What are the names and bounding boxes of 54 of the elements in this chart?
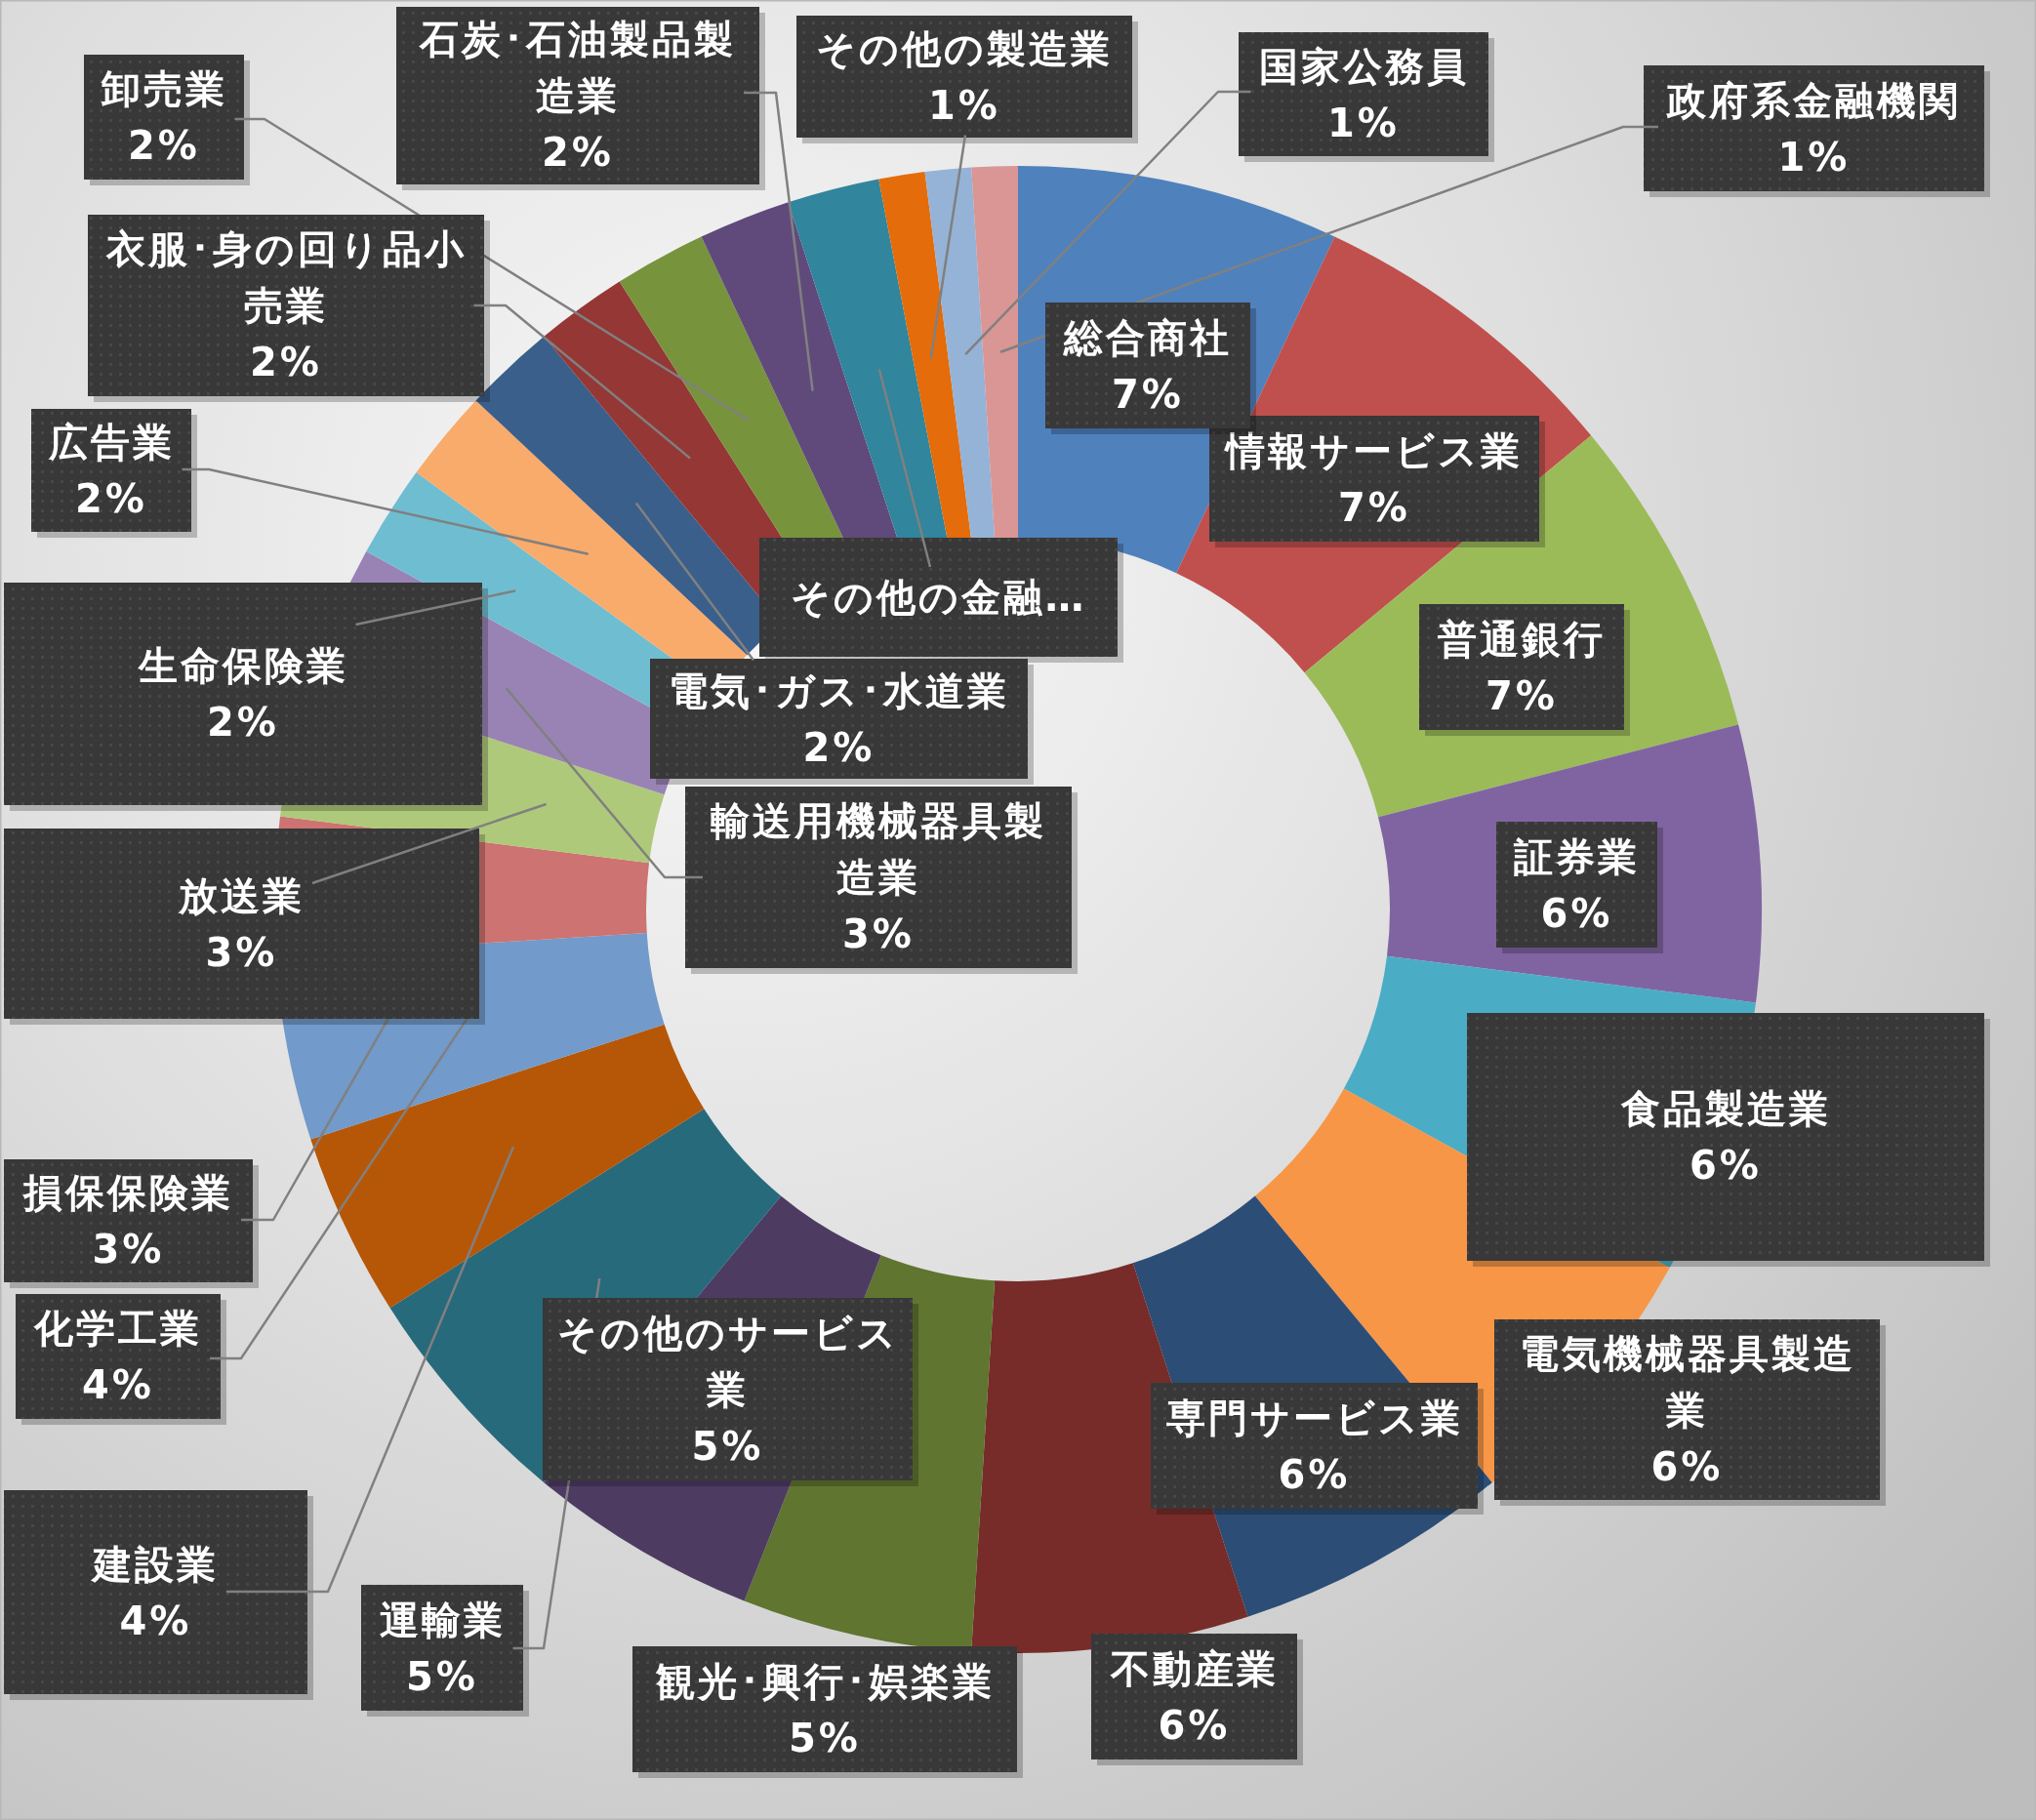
data-label: 2% — [802, 724, 875, 770]
data-label: 1% — [1777, 134, 1851, 180]
donut-slice — [924, 167, 996, 541]
donut-slice — [310, 1024, 705, 1309]
data-label: 4% — [82, 1362, 154, 1407]
data-label: 6% — [1650, 1443, 1724, 1489]
slice-label: 政府系金融機関 — [1666, 77, 1961, 123]
slice-label: 卸売業 — [100, 66, 227, 111]
data-label: 5% — [691, 1423, 764, 1469]
data-label: 3% — [92, 1227, 165, 1272]
slice-label: 衣服･身の回り品小売業 — [104, 226, 467, 328]
data-label: 3% — [842, 911, 915, 956]
slice-label: 観光･興行･娯楽業 — [654, 1658, 995, 1704]
slice-label: 食品製造業 — [1619, 1086, 1831, 1131]
data-label: 2% — [75, 476, 147, 521]
slice-label: 石炭･石油製品製造業 — [419, 17, 736, 118]
data-label: 1% — [1327, 100, 1400, 145]
donut-slice — [971, 166, 1018, 539]
slice-label: 輸送用機械器具製造業 — [711, 798, 1046, 900]
slice-label: その他の金融… — [790, 575, 1087, 620]
slice-label: 生命保険業 — [137, 643, 348, 688]
slice-label: 国家公務員 — [1258, 43, 1469, 89]
data-label: 1% — [928, 82, 1000, 128]
slice-label: 不動産業 — [1109, 1645, 1279, 1691]
data-label: 6% — [1278, 1451, 1351, 1497]
data-label: 2% — [542, 130, 614, 175]
data-label: 6% — [1158, 1702, 1231, 1748]
data-label: 7% — [1112, 371, 1184, 417]
data-label: 7% — [1338, 484, 1410, 530]
slice-label: 証券業 — [1513, 833, 1640, 879]
slice-label: その他のサービス業 — [556, 1310, 899, 1412]
data-label: 2% — [128, 123, 200, 168]
slice-label: 運輸業 — [379, 1597, 506, 1642]
slice-label: その他の製造業 — [816, 25, 1113, 71]
slice-label: 電気･ガス･水道業 — [669, 667, 1009, 713]
data-label: 2% — [250, 340, 322, 384]
data-label: 5% — [406, 1653, 478, 1699]
slice-label: 電気機械器具製造業 — [1519, 1330, 1855, 1433]
data-label: 2% — [207, 700, 279, 745]
data-label: 3% — [205, 929, 278, 975]
slice-label: 情報サービス業 — [1224, 427, 1523, 473]
slice-label: 建設業 — [90, 1541, 219, 1587]
data-label: 6% — [1540, 890, 1613, 936]
slice-label: 広告業 — [47, 420, 175, 465]
slice-label: 化学工業 — [33, 1306, 202, 1351]
slice-label: 損保保険業 — [21, 1170, 233, 1215]
slice-label: 総合商社 — [1063, 314, 1232, 360]
data-label: 6% — [1690, 1143, 1762, 1188]
slice-label: 専門サービス業 — [1165, 1395, 1463, 1440]
data-label: 7% — [1486, 672, 1558, 718]
data-label: 4% — [119, 1598, 192, 1643]
slice-label: 放送業 — [178, 872, 305, 918]
data-label: 5% — [789, 1715, 861, 1760]
slice-label: 普通銀行 — [1438, 616, 1606, 662]
